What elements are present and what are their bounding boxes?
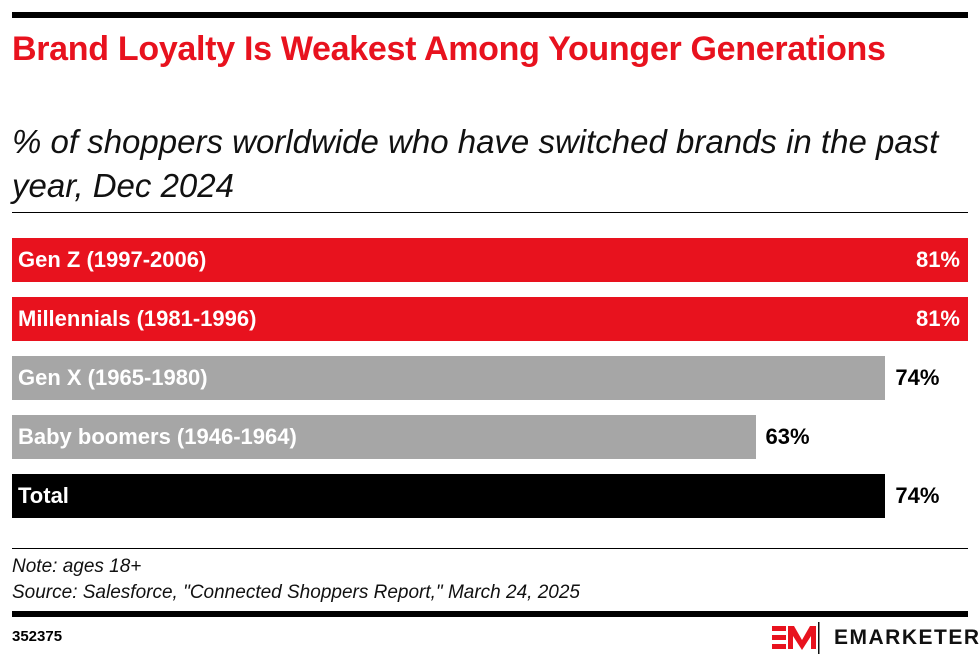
brand-name: EMARKETER <box>834 626 980 649</box>
emarketer-logo-icon <box>772 622 820 654</box>
chart-id: 352375 <box>12 628 63 645</box>
note: Note: ages 18+ <box>12 556 142 577</box>
chart-subtitle: % of shoppers worldwide who have switche… <box>12 123 939 204</box>
subtitle-rule <box>12 212 968 213</box>
chart-title: Brand Loyalty Is Weakest Among Younger G… <box>12 30 886 68</box>
value-label: 74% <box>895 483 940 508</box>
bottom-rule <box>12 611 968 617</box>
bar <box>12 415 756 459</box>
source: Source: Salesforce, "Connected Shoppers … <box>12 582 580 603</box>
bar-label: Gen Z (1997-2006) <box>18 247 207 272</box>
value-label: 81% <box>915 306 960 331</box>
footer-rule <box>12 548 968 549</box>
bar <box>12 238 968 282</box>
bar-label: Total <box>18 483 69 508</box>
bar-label: Gen X (1965-1980) <box>18 365 208 390</box>
bar <box>12 297 968 341</box>
bar <box>12 356 886 400</box>
value-label: 63% <box>765 424 810 449</box>
top-rule <box>12 12 968 18</box>
value-label: 81% <box>915 247 960 272</box>
bar <box>12 474 886 518</box>
bar-label: Millennials (1981-1996) <box>18 306 257 331</box>
bar-label: Baby boomers (1946-1964) <box>18 424 297 449</box>
value-label: 74% <box>895 365 940 390</box>
